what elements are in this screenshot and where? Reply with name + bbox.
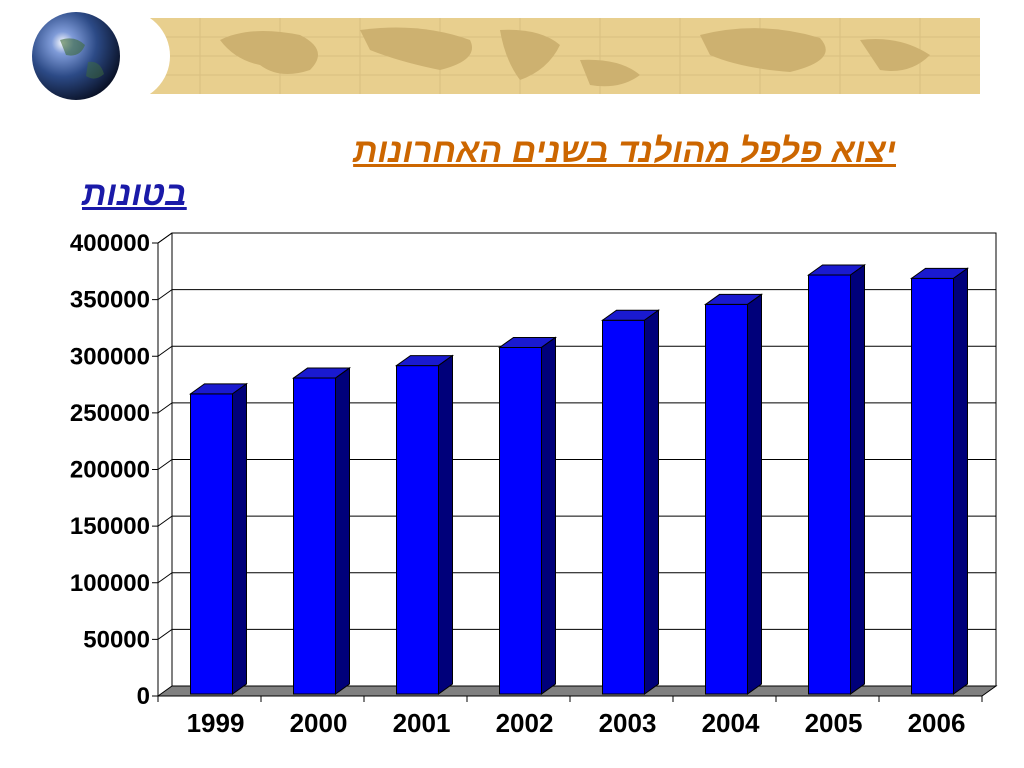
bar-side bbox=[850, 264, 865, 695]
gridline-side bbox=[157, 289, 173, 301]
gridline-side bbox=[157, 572, 173, 584]
bar bbox=[909, 267, 970, 695]
x-tick-label: 1999 bbox=[187, 708, 245, 738]
bar-front bbox=[396, 365, 439, 695]
bar bbox=[600, 309, 661, 695]
bar-side bbox=[335, 367, 350, 695]
bar-front bbox=[602, 319, 645, 695]
unit-label: בטונות bbox=[82, 175, 187, 213]
bar-front bbox=[911, 277, 954, 695]
x-tick-label: 2003 bbox=[599, 708, 657, 738]
bar-front bbox=[293, 377, 336, 695]
bar bbox=[703, 293, 764, 695]
header-banner bbox=[32, 10, 980, 102]
y-tick-label: 350000 bbox=[70, 287, 150, 314]
gridline-side bbox=[157, 345, 173, 357]
bar-side bbox=[644, 309, 659, 695]
bar-front bbox=[705, 303, 748, 695]
bar-front bbox=[190, 393, 233, 695]
x-tick-label: 2000 bbox=[290, 708, 348, 738]
chart-floor-plane bbox=[156, 685, 998, 697]
y-tick-label: 300000 bbox=[70, 343, 150, 370]
bar-chart: 0 50000 100000 150000 200000 250000 300000 3500… bbox=[70, 230, 998, 738]
bar bbox=[394, 354, 455, 695]
y-tick-label: 200000 bbox=[70, 457, 150, 484]
bar-side bbox=[232, 382, 247, 695]
bars bbox=[188, 264, 970, 695]
map-strip bbox=[120, 18, 980, 94]
gridline-side bbox=[157, 628, 173, 640]
gridline-side bbox=[157, 402, 173, 414]
x-tick-label: 2006 bbox=[908, 708, 966, 738]
y-tick-label: 100000 bbox=[70, 570, 150, 597]
y-tick-label: 0 bbox=[137, 683, 150, 710]
bar-side bbox=[747, 293, 762, 695]
bar bbox=[188, 382, 249, 695]
y-tick-label: 250000 bbox=[70, 400, 150, 427]
gridlines bbox=[157, 232, 997, 687]
x-tick-label: 2002 bbox=[496, 708, 554, 738]
bar-side bbox=[953, 267, 968, 695]
bar-front bbox=[808, 274, 851, 695]
bar-side bbox=[541, 336, 556, 695]
globe-icon bbox=[32, 12, 120, 100]
bar-front bbox=[499, 346, 542, 695]
chart-title: יצוא פלפל מהולנד בשנים האחרונות bbox=[353, 132, 896, 170]
bar-side bbox=[438, 354, 453, 695]
y-tick-label: 150000 bbox=[70, 513, 150, 540]
chart-floor bbox=[156, 685, 998, 697]
side-wall-top-edge bbox=[157, 232, 173, 244]
y-tick-label: 50000 bbox=[83, 626, 150, 653]
x-tick-labels: 1999 2000 2001 2002 2003 2004 2005 2006 bbox=[187, 708, 966, 738]
gridline-side bbox=[157, 515, 173, 527]
bar bbox=[291, 367, 352, 695]
x-tick-label: 2001 bbox=[393, 708, 451, 738]
x-tick-label: 2004 bbox=[702, 708, 760, 738]
axes bbox=[152, 232, 983, 702]
bar bbox=[806, 264, 867, 695]
x-tick-label: 2005 bbox=[805, 708, 863, 738]
y-tick-label: 400000 bbox=[70, 230, 150, 257]
y-tick-labels: 0 50000 100000 150000 200000 250000 300000 3500… bbox=[70, 230, 150, 710]
bar bbox=[497, 336, 558, 695]
gridline-side bbox=[157, 459, 173, 470]
